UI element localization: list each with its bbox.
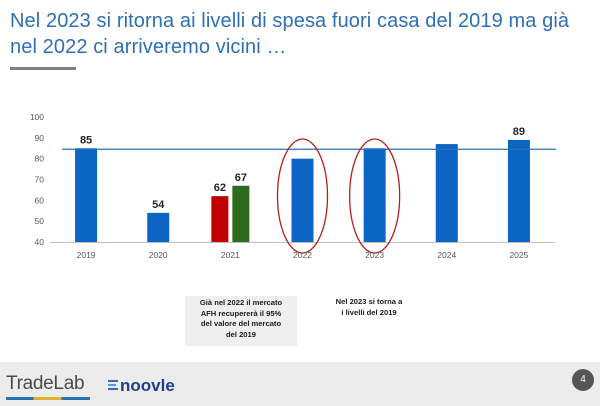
highlight-layer	[276, 138, 401, 254]
tradelab-logo: TradeLab	[6, 373, 85, 394]
bar-2022	[291, 158, 314, 242]
page-number-badge: 4	[572, 369, 594, 391]
x-tick-label-2024: 2024	[437, 250, 456, 260]
x-axis: 2019 2020 2021 2022 2023 2024 2025	[77, 250, 529, 260]
x-tick-label-2021: 2021	[221, 250, 240, 260]
y-tick-label-60: 60	[35, 195, 45, 205]
data-label-2021-1: 62	[214, 182, 226, 194]
x-tick-label-2023: 2023	[365, 250, 384, 260]
bar-2020	[147, 212, 170, 242]
footer: TradeLab noovle 4	[0, 362, 600, 406]
x-tick-label-2019: 2019	[77, 250, 96, 260]
bar-2019	[75, 148, 98, 242]
data-label-2025: 89	[513, 126, 525, 138]
slide-title: Nel 2023 si ritorna ai livelli di spesa …	[10, 10, 570, 58]
data-label-2021-2: 67	[235, 172, 247, 184]
bar-2025	[507, 139, 530, 242]
title-underline	[10, 67, 76, 70]
tradelab-logo-underline	[6, 397, 90, 400]
noovle-logo: noovle	[108, 376, 175, 396]
data-labels: 85 54 62 67 89	[80, 126, 525, 211]
x-tick-label-2020: 2020	[149, 250, 168, 260]
data-label-2019: 85	[80, 134, 92, 146]
y-tick-label-90: 90	[35, 133, 45, 143]
y-tick-label-80: 80	[35, 154, 45, 164]
note-2023: Nel 2023 si torna a i livelli del 2019	[335, 297, 403, 317]
y-tick-label-70: 70	[35, 175, 45, 185]
x-tick-label-2025: 2025	[509, 250, 528, 260]
y-tick-label-50: 50	[35, 216, 45, 226]
x-tick-label-2022: 2022	[293, 250, 312, 260]
bar-2023	[363, 148, 386, 242]
highlight-ellipse-2022	[276, 138, 329, 254]
bars	[75, 139, 530, 242]
bar-2021-1	[211, 196, 229, 242]
bar-2021-2	[232, 185, 250, 242]
y-tick-label-100: 100	[30, 112, 44, 122]
data-label-2020: 54	[152, 199, 165, 211]
highlight-ellipse-2023	[348, 138, 401, 254]
y-axis: 40 50 60 70 80 90 100	[30, 112, 555, 247]
note-2022: Già nel 2022 il mercato AFH recupererà i…	[185, 296, 297, 346]
bar-2024	[435, 144, 458, 242]
noovle-logo-text: noovle	[120, 376, 175, 395]
y-tick-label-40: 40	[35, 237, 45, 247]
noovle-mark-icon	[108, 380, 118, 392]
